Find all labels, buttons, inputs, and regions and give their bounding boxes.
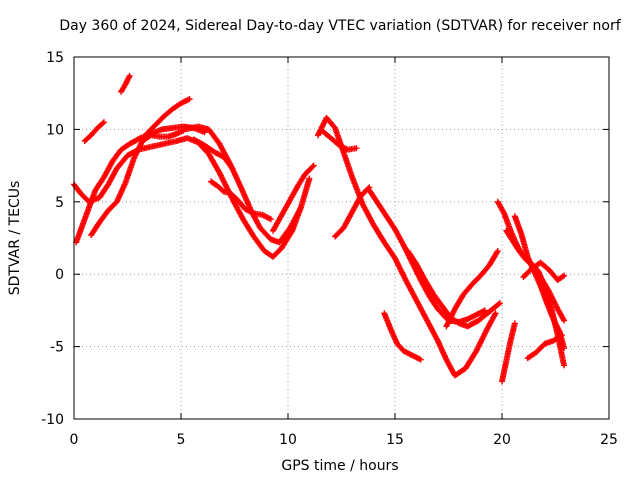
x-tick-label: 5 [177,432,186,448]
data-point [306,175,313,182]
x-tick-label: 25 [600,432,618,448]
series-trace-20 [503,227,568,369]
chart-title: Day 360 of 2024, Sidereal Day-to-day VTE… [59,18,621,34]
series-trace-4 [88,127,187,239]
data-point [267,216,274,223]
plot-frame [73,56,610,420]
data-point [186,95,193,102]
x-tick-label: 15 [386,432,404,448]
x-tick-label: 20 [493,432,511,448]
x-axis-label: GPS time / hours [281,458,398,474]
data-point [353,145,360,152]
series-trace-11 [314,114,499,379]
series-trace-17 [443,248,501,330]
y-tick-label: 15 [46,50,64,66]
series-trace-9 [207,178,274,223]
data-point [100,119,107,126]
data-points [71,72,568,385]
series-trace-15 [381,310,424,363]
series-trace-10 [270,162,317,234]
data-point [99,120,106,127]
series-trace-14 [366,187,488,325]
data-point [417,356,424,363]
data-point [561,345,568,352]
data-point [561,362,568,369]
series-trace-3 [81,119,107,144]
series-trace-23 [520,259,568,283]
series-trace-5 [118,72,133,95]
data-point [481,307,488,314]
y-axis-label: SDTVAR / TECUs [7,181,23,296]
series-trace-22 [524,332,565,362]
series-trace-6 [143,95,193,137]
y-tick-label: 0 [55,267,64,283]
grid-lines [74,57,609,419]
y-tick-label: 5 [55,195,64,211]
series-trace-16 [404,248,503,330]
data-point [494,248,501,255]
data-point [310,162,317,169]
data-point [229,165,236,172]
data-point [228,164,235,171]
y-tick-label: 10 [46,122,64,138]
series-trace-21 [511,213,568,352]
axes: 0 5 10 15 20 25 -10 -5 0 5 10 15 [41,50,618,448]
data-point [511,320,518,327]
data-point [297,204,304,211]
data-point [126,72,133,79]
x-tick-label: 10 [279,432,297,448]
data-point [495,301,502,308]
series-trace-19 [499,320,518,385]
y-tick-label: -5 [50,340,64,356]
data-point [558,332,565,339]
x-tick-label: 0 [70,432,79,448]
data-point [496,300,503,307]
y-tick-label: -10 [41,412,64,428]
data-point [309,163,316,170]
data-point [492,310,499,317]
series-trace-12 [319,127,360,153]
series-trace-8 [190,136,236,172]
data-point [561,317,568,324]
data-point [561,272,568,279]
data-point [559,273,566,280]
